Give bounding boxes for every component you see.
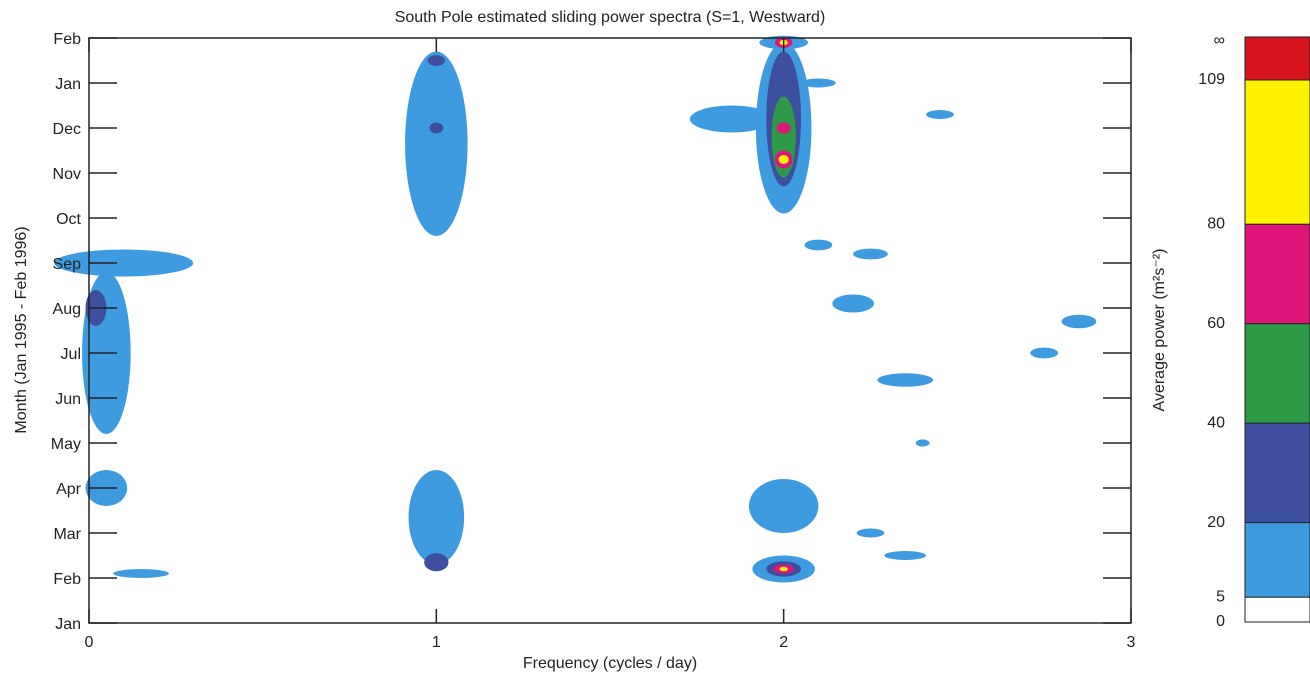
x-tick-label: 2: [779, 634, 788, 651]
colorbar-band: [1244, 36, 1310, 81]
contour-region: [884, 551, 927, 560]
axes: [88, 37, 1132, 624]
colorbar-top-label: ∞: [1214, 32, 1225, 49]
contour-region: [1030, 347, 1059, 359]
contour-region: [427, 55, 446, 66]
contour-region: [832, 294, 874, 313]
contour-region: [689, 105, 774, 133]
contour-layer: [54, 35, 1097, 583]
y-tick-label: May: [51, 436, 81, 453]
y-tick-label: Jan: [55, 76, 81, 93]
colorbar-tick-label: 60: [1207, 315, 1225, 332]
colorbar-tick-label: 20: [1207, 514, 1225, 531]
contour-region: [776, 122, 791, 134]
colorbar-band: [1244, 323, 1310, 424]
y-tick-label: Sep: [53, 256, 82, 273]
colorbar-tick-label: 40: [1207, 414, 1225, 431]
contour-region: [779, 566, 788, 572]
contour-region: [405, 51, 468, 236]
colorbar-tick-label: 109: [1198, 71, 1225, 88]
plot-frame: [88, 37, 1132, 624]
colorbar-tick-label: 0: [1216, 613, 1225, 630]
y-tick-label: Aug: [53, 301, 81, 318]
contour-region: [1061, 314, 1097, 329]
y-tick-label: Apr: [56, 481, 82, 498]
contour-region: [926, 110, 954, 119]
colorbar-band: [1244, 522, 1310, 598]
contour-region: [429, 122, 444, 134]
y-tick-label: Mar: [53, 526, 81, 543]
chart-title: South Pole estimated sliding power spect…: [395, 9, 826, 26]
contour-region: [778, 155, 789, 164]
colorbar-tick-label: 5: [1216, 588, 1225, 605]
y-tick-label: Jan: [55, 616, 81, 633]
x-tick-label: 1: [432, 634, 441, 651]
y-tick-label: Jul: [61, 346, 81, 363]
y-tick-label: Jun: [55, 391, 81, 408]
colorbar-band: [1244, 223, 1310, 325]
contour-region: [856, 528, 885, 538]
y-tick-label: Feb: [53, 571, 81, 588]
colorbar-band: [1244, 596, 1310, 623]
contour-region: [877, 373, 934, 387]
colorbar-tick-label: 80: [1207, 215, 1225, 232]
x-axis-label: Frequency (cycles / day): [523, 655, 697, 672]
y-tick-label: Oct: [56, 211, 81, 228]
y-tick-label: Nov: [53, 166, 81, 183]
contour-region: [408, 470, 465, 565]
colorbar-band: [1244, 422, 1310, 524]
contour-region: [853, 248, 888, 260]
contour-region: [424, 553, 449, 572]
contour-region: [804, 239, 833, 251]
colorbar-label: Average power (m²s⁻²): [1151, 249, 1168, 412]
x-tick-label: 3: [1127, 634, 1136, 651]
y-tick-label: Dec: [53, 121, 81, 138]
colorbar-band: [1244, 79, 1310, 225]
contour-region: [748, 479, 819, 533]
y-axis-label: Month (Jan 1995 - Feb 1996): [13, 226, 30, 433]
contour-region: [801, 78, 836, 88]
contour-region: [113, 569, 169, 578]
y-tick-label: Feb: [53, 31, 81, 48]
x-tick-label: 0: [85, 634, 94, 651]
contour-region: [915, 439, 930, 447]
